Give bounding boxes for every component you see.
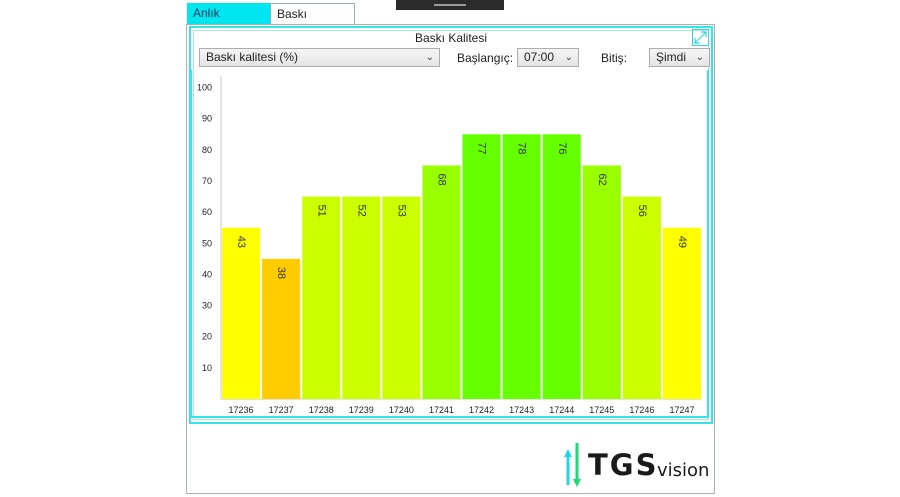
bar[interactable] [382, 196, 421, 399]
bar-data-label: 76 [556, 142, 568, 154]
x-tick-label: 17246 [629, 405, 654, 415]
bar-data-label: 78 [516, 142, 528, 154]
x-tick-label: 17247 [669, 405, 694, 415]
grip-icon [434, 4, 466, 6]
bar-data-label: 51 [315, 205, 327, 217]
y-tick-label: 50 [202, 238, 212, 248]
x-tick-label: 17238 [309, 405, 334, 415]
x-tick-label: 17239 [349, 405, 374, 415]
chevron-down-icon: ⌄ [564, 52, 573, 63]
logo-arrows-icon [564, 443, 581, 487]
bar-data-label: 62 [596, 173, 608, 185]
bar-data-label: 49 [676, 236, 688, 248]
chevron-down-icon: ⌄ [425, 52, 434, 63]
end-time-select[interactable]: Şimdi ⌄ [649, 48, 710, 67]
x-tick-label: 17244 [549, 405, 574, 415]
bar-data-label: 38 [275, 267, 287, 279]
logo-sub: vision [657, 460, 710, 481]
tgs-vision-logo: TGS vision [564, 441, 714, 491]
y-tick-label: 20 [202, 332, 212, 342]
bar[interactable] [462, 134, 501, 400]
bar-data-label: 43 [235, 236, 247, 248]
x-tick-label: 17236 [229, 405, 254, 415]
bar-data-label: 56 [636, 205, 648, 217]
end-time-value: Şimdi [656, 50, 687, 64]
x-tick-label: 17241 [429, 405, 454, 415]
bar[interactable] [302, 196, 341, 399]
y-tick-label: 100 [197, 83, 212, 93]
y-tick-label: 80 [202, 145, 212, 155]
bar-data-label: 52 [355, 205, 367, 217]
bar[interactable] [262, 258, 301, 399]
y-tick-label: 90 [202, 114, 212, 124]
bar[interactable] [342, 196, 381, 399]
y-tick-label: 40 [202, 269, 212, 279]
metric-select[interactable]: Baskı kalitesi (%) ⌄ [199, 48, 440, 67]
bar-data-label: 53 [395, 205, 407, 217]
start-time-value: 07:00 [524, 50, 555, 64]
bar-data-label: 77 [476, 142, 488, 154]
x-tick-label: 17243 [509, 405, 534, 415]
window-drag-handle[interactable] [396, 0, 504, 10]
y-tick-label: 10 [202, 363, 212, 373]
y-tick-label: 70 [202, 176, 212, 186]
chevron-down-icon: ⌄ [695, 52, 704, 63]
end-label: Bitiş: [601, 51, 628, 65]
bar-data-label: 68 [436, 173, 448, 185]
x-tick-label: 17242 [469, 405, 494, 415]
metric-select-value: Baskı kalitesi (%) [206, 50, 299, 64]
start-time-select[interactable]: 07:00 ⌄ [517, 48, 579, 67]
bar[interactable] [662, 227, 701, 399]
y-tick-label: 60 [202, 207, 212, 217]
chart-frame [190, 70, 709, 418]
y-tick-label: 30 [202, 301, 212, 311]
bar[interactable] [582, 165, 621, 399]
x-tick-label: 17245 [589, 405, 614, 415]
bar[interactable] [542, 134, 581, 400]
bar[interactable] [622, 196, 661, 399]
start-label: Başlangıç: [457, 51, 514, 65]
bar[interactable] [502, 134, 541, 400]
x-tick-label: 17240 [389, 405, 414, 415]
bar[interactable] [422, 165, 461, 399]
panel-title: Baskı Kalitesi [414, 31, 488, 45]
logo-brand: TGS [588, 448, 659, 482]
x-tick-label: 17237 [269, 405, 294, 415]
expand-button[interactable] [692, 29, 709, 46]
expand-icon [694, 31, 707, 44]
bar[interactable] [222, 227, 261, 399]
